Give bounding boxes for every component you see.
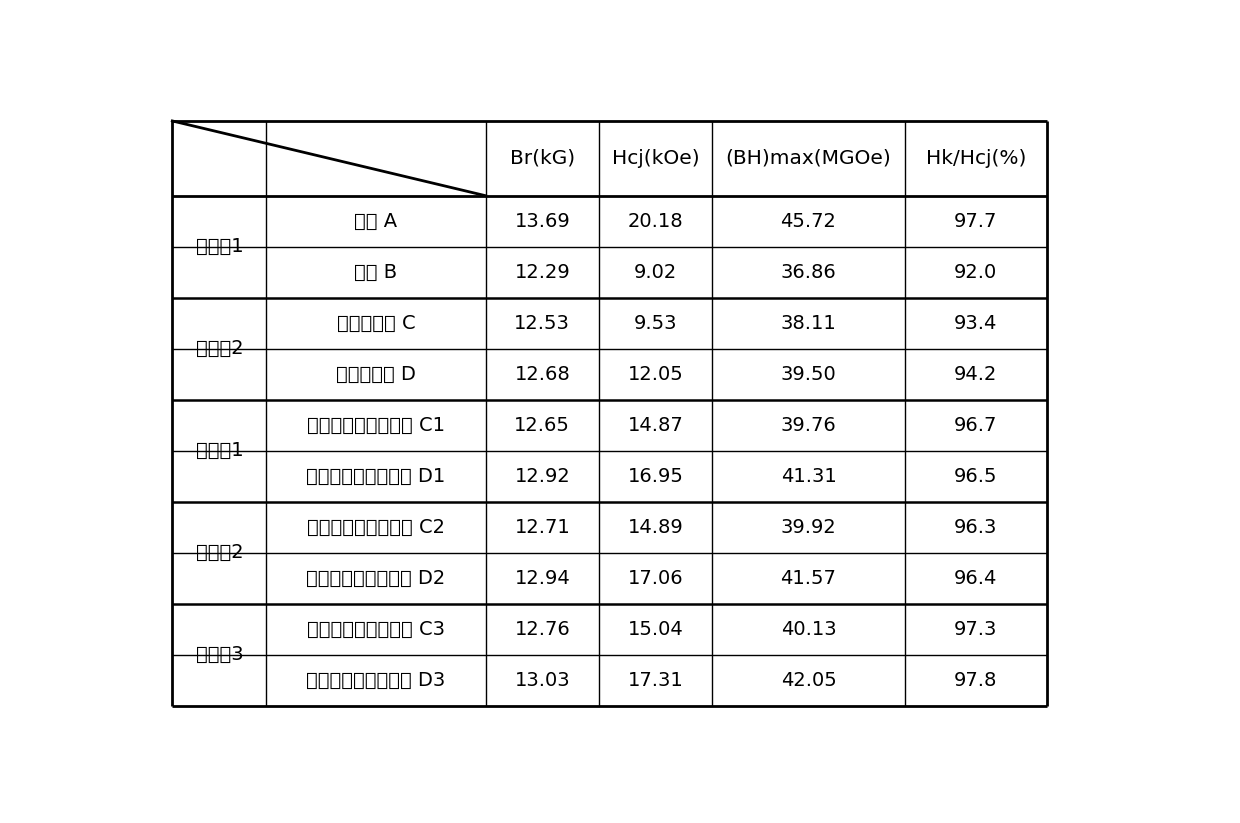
Text: 双主相磁体 C: 双主相磁体 C: [337, 314, 415, 332]
Text: 15.04: 15.04: [627, 620, 683, 639]
Text: 粉末扩散双主相磁体 D1: 粉末扩散双主相磁体 D1: [306, 467, 445, 486]
Text: 20.18: 20.18: [627, 212, 683, 230]
Text: 对比例1: 对比例1: [196, 237, 243, 256]
Text: 17.06: 17.06: [627, 569, 683, 588]
Text: 12.29: 12.29: [515, 263, 570, 281]
Text: 14.87: 14.87: [627, 416, 683, 435]
Text: 96.4: 96.4: [954, 569, 997, 588]
Text: 磁体 B: 磁体 B: [355, 263, 398, 281]
Text: 39.92: 39.92: [781, 518, 836, 537]
Text: 9.53: 9.53: [634, 314, 677, 332]
Text: 40.13: 40.13: [781, 620, 836, 639]
Text: 12.53: 12.53: [515, 314, 570, 332]
Text: 12.65: 12.65: [515, 416, 570, 435]
Text: Br(kG): Br(kG): [510, 149, 575, 168]
Text: 12.76: 12.76: [515, 620, 570, 639]
Text: 实施例3: 实施例3: [196, 645, 243, 664]
Text: 96.3: 96.3: [954, 518, 997, 537]
Text: 97.8: 97.8: [954, 671, 997, 690]
Text: 93.4: 93.4: [954, 314, 997, 332]
Text: 13.69: 13.69: [515, 212, 570, 230]
Text: 实施例1: 实施例1: [196, 441, 243, 460]
Text: 36.86: 36.86: [781, 263, 836, 281]
Text: 39.50: 39.50: [781, 365, 836, 384]
Text: 92.0: 92.0: [954, 263, 997, 281]
Text: 粉末扩散双主相磁体 C2: 粉末扩散双主相磁体 C2: [308, 518, 445, 537]
Text: 38.11: 38.11: [781, 314, 836, 332]
Text: 对比例2: 对比例2: [196, 339, 243, 358]
Text: 16.95: 16.95: [627, 467, 683, 486]
Text: 97.3: 97.3: [954, 620, 997, 639]
Text: 12.94: 12.94: [515, 569, 570, 588]
Text: Hcj(kOe): Hcj(kOe): [611, 149, 699, 168]
Text: 粉末扩散双主相磁体 C1: 粉末扩散双主相磁体 C1: [308, 416, 445, 435]
Text: 94.2: 94.2: [954, 365, 997, 384]
Text: 41.31: 41.31: [781, 467, 836, 486]
Text: 粉末扩散双主相磁体 D3: 粉末扩散双主相磁体 D3: [306, 671, 445, 690]
Text: 97.7: 97.7: [954, 212, 997, 230]
Text: 12.71: 12.71: [515, 518, 570, 537]
Text: 12.92: 12.92: [515, 467, 570, 486]
Text: 实施例2: 实施例2: [196, 543, 243, 562]
Text: 12.05: 12.05: [627, 365, 683, 384]
Text: 13.03: 13.03: [515, 671, 570, 690]
Text: 9.02: 9.02: [634, 263, 677, 281]
Text: 粉末扩散双主相磁体 D2: 粉末扩散双主相磁体 D2: [306, 569, 445, 588]
Text: 粉末扩散双主相磁体 C3: 粉末扩散双主相磁体 C3: [308, 620, 445, 639]
Text: Hk/Hcj(%): Hk/Hcj(%): [925, 149, 1025, 168]
Text: 41.57: 41.57: [780, 569, 837, 588]
Text: (BH)max(MGOe): (BH)max(MGOe): [725, 149, 892, 168]
Text: 45.72: 45.72: [780, 212, 837, 230]
Text: 双主相磁体 D: 双主相磁体 D: [336, 365, 415, 384]
Text: 39.76: 39.76: [781, 416, 836, 435]
Text: 14.89: 14.89: [627, 518, 683, 537]
Text: 磁体 A: 磁体 A: [355, 212, 398, 230]
Text: 42.05: 42.05: [781, 671, 836, 690]
Text: 17.31: 17.31: [627, 671, 683, 690]
Text: 96.7: 96.7: [954, 416, 997, 435]
Text: 96.5: 96.5: [954, 467, 997, 486]
Text: 12.68: 12.68: [515, 365, 570, 384]
